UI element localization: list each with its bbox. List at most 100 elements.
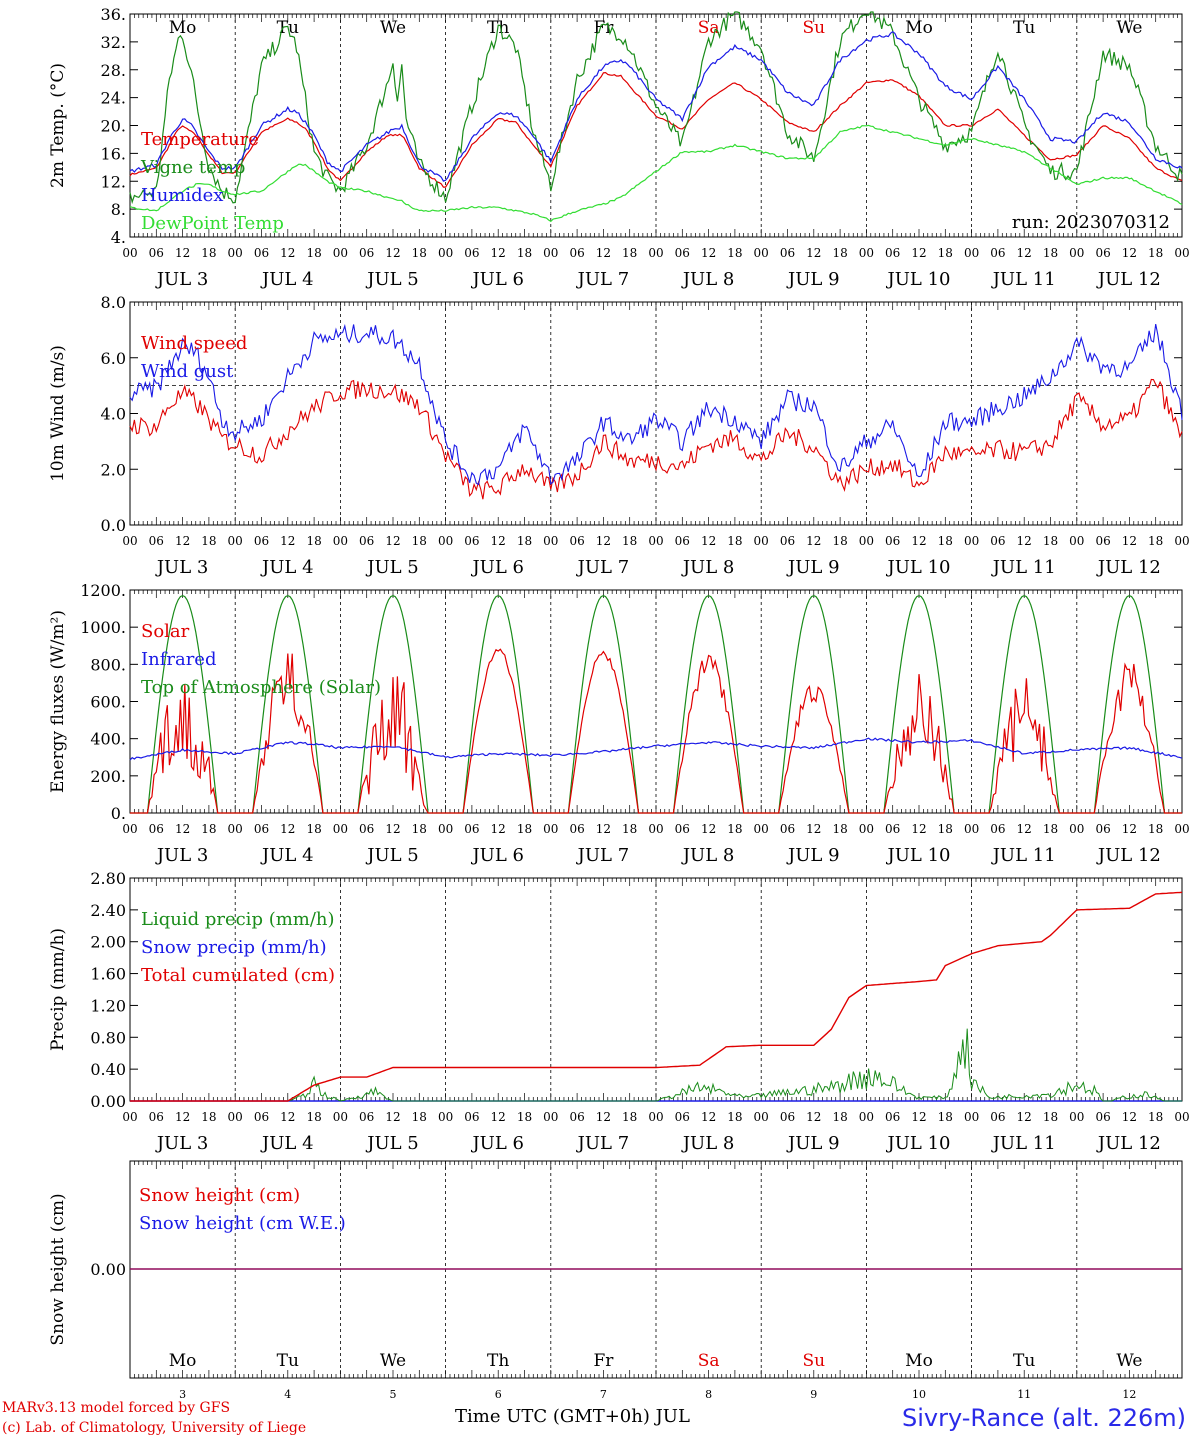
hour-tick-label: 00: [1174, 1110, 1189, 1124]
y-tick-label: 1.60: [90, 965, 126, 984]
hour-tick-label: 18: [201, 1110, 216, 1124]
hour-tick-label: 18: [1043, 1110, 1058, 1124]
hour-tick-label: 06: [149, 246, 164, 260]
hour-tick-label: 12: [491, 1110, 506, 1124]
day-number-label: 9: [810, 1388, 817, 1400]
hour-tick-label: 06: [569, 1110, 584, 1124]
y-tick-label: 16.: [101, 144, 126, 163]
y-tick-label: 0.80: [90, 1028, 126, 1047]
hour-tick-label: 00: [438, 246, 453, 260]
hour-tick-label: 12: [806, 534, 821, 548]
day-number-label: 4: [284, 1388, 291, 1400]
date-label: JUL 7: [576, 269, 630, 290]
y-tick-label: 0.00: [90, 1092, 126, 1111]
station-name: Sivry-Rance (alt. 226m): [901, 1404, 1186, 1432]
hour-tick-label: 06: [359, 822, 374, 836]
hour-tick-label: 00: [333, 822, 348, 836]
hour-tick-label: 18: [201, 822, 216, 836]
date-label: JUL 9: [786, 845, 840, 866]
hour-tick-label: 12: [911, 822, 926, 836]
hour-tick-label: 06: [1095, 534, 1110, 548]
hour-tick-label: 12: [491, 534, 506, 548]
date-label: JUL 7: [576, 845, 630, 866]
hour-tick-label: 18: [412, 1110, 427, 1124]
hour-tick-label: 00: [754, 246, 769, 260]
meteogram: 4. 8. 12. 16. 20. 24. 28. 32. 36. 2m Temp. (°C) 00…: [48, 5, 1190, 1400]
y-tick-label: 6.0: [101, 349, 126, 368]
day-number-label: 8: [705, 1388, 712, 1400]
hour-tick-label: 00: [333, 246, 348, 260]
date-label: JUL 4: [260, 1133, 314, 1154]
hour-tick-label: 18: [938, 1110, 953, 1124]
hour-tick-label: 18: [1043, 822, 1058, 836]
hour-tick-label: 06: [254, 246, 269, 260]
hour-tick-label: 18: [938, 246, 953, 260]
day-number-label: 11: [1017, 1388, 1031, 1400]
hour-tick-label: 06: [885, 246, 900, 260]
legend-entry: Vigne temp: [140, 157, 245, 178]
hour-tick-label: 12: [280, 534, 295, 548]
weekday-label: Mo: [169, 1351, 197, 1371]
panel-axes: [129, 13, 1183, 238]
hour-tick-label: 06: [1095, 822, 1110, 836]
hour-tick-label: 06: [464, 534, 479, 548]
y-axis-label: 2m Temp. (°C): [48, 63, 68, 188]
series-line-total-cumulated: [130, 891, 1183, 1102]
weekday-label: Tu: [1013, 18, 1035, 38]
series-line-liquid-precip: [130, 1028, 1182, 1102]
panel-axes: [129, 589, 1183, 814]
hour-tick-label: 12: [806, 822, 821, 836]
hour-tick-label: 00: [859, 1110, 874, 1124]
y-axis-label: Energy fluxes (W/m²): [48, 610, 68, 793]
hour-tick-label: 18: [306, 534, 321, 548]
date-label: JUL 3: [155, 845, 209, 866]
day-number-label: 5: [390, 1388, 397, 1400]
day-number-label: 3: [179, 1388, 186, 1400]
date-label: JUL 8: [681, 557, 735, 578]
hour-tick-label: 00: [438, 534, 453, 548]
hour-tick-label: 00: [1069, 1110, 1084, 1124]
hour-tick-label: 18: [306, 1110, 321, 1124]
hour-tick-label: 06: [675, 822, 690, 836]
hour-tick-label: 06: [254, 1110, 269, 1124]
hour-tick-label: 18: [1043, 534, 1058, 548]
hour-tick-label: 18: [727, 1110, 742, 1124]
hour-tick-label: 12: [175, 1110, 190, 1124]
hour-tick-label: 12: [596, 246, 611, 260]
legend-entry: Temperature: [141, 129, 259, 150]
y-tick-label: 28.: [101, 61, 126, 80]
hour-tick-label: 06: [254, 822, 269, 836]
weekday-label: Sa: [698, 1351, 720, 1371]
date-label: JUL 7: [576, 557, 630, 578]
y-tick-label: 20.: [101, 117, 126, 136]
hour-tick-label: 18: [832, 822, 847, 836]
hour-tick-label: 06: [569, 822, 584, 836]
hour-tick-label: 00: [438, 1110, 453, 1124]
model-credit: MARv3.13 model forced by GFS: [2, 1400, 231, 1416]
y-tick-label: 8.0: [101, 293, 126, 312]
hour-tick-label: 12: [701, 822, 716, 836]
date-label: JUL 12: [1096, 557, 1161, 578]
y-tick-label: 24.: [101, 89, 126, 108]
weekday-label: Th: [487, 1351, 509, 1371]
hour-tick-label: 06: [675, 534, 690, 548]
hour-tick-label: 00: [1069, 822, 1084, 836]
date-label: JUL 11: [991, 557, 1056, 578]
hour-tick-label: 12: [280, 246, 295, 260]
hour-tick-label: 18: [938, 822, 953, 836]
hour-tick-label: 06: [1095, 1110, 1110, 1124]
legend-entry: Wind gust: [141, 361, 234, 382]
hour-tick-label: 12: [491, 246, 506, 260]
hour-tick-label: 18: [1148, 1110, 1163, 1124]
date-label: JUL 10: [886, 269, 951, 290]
y-tick-label: 2.80: [90, 869, 126, 888]
hour-tick-label: 00: [122, 246, 137, 260]
legend-entry: DewPoint Temp: [141, 213, 284, 234]
hour-tick-label: 06: [569, 246, 584, 260]
y-axis-label: Snow height (cm): [48, 1193, 68, 1345]
hour-tick-label: 00: [964, 822, 979, 836]
hour-tick-label: 12: [175, 534, 190, 548]
hour-tick-label: 12: [596, 822, 611, 836]
hour-tick-label: 06: [990, 246, 1005, 260]
date-label: JUL 8: [681, 269, 735, 290]
